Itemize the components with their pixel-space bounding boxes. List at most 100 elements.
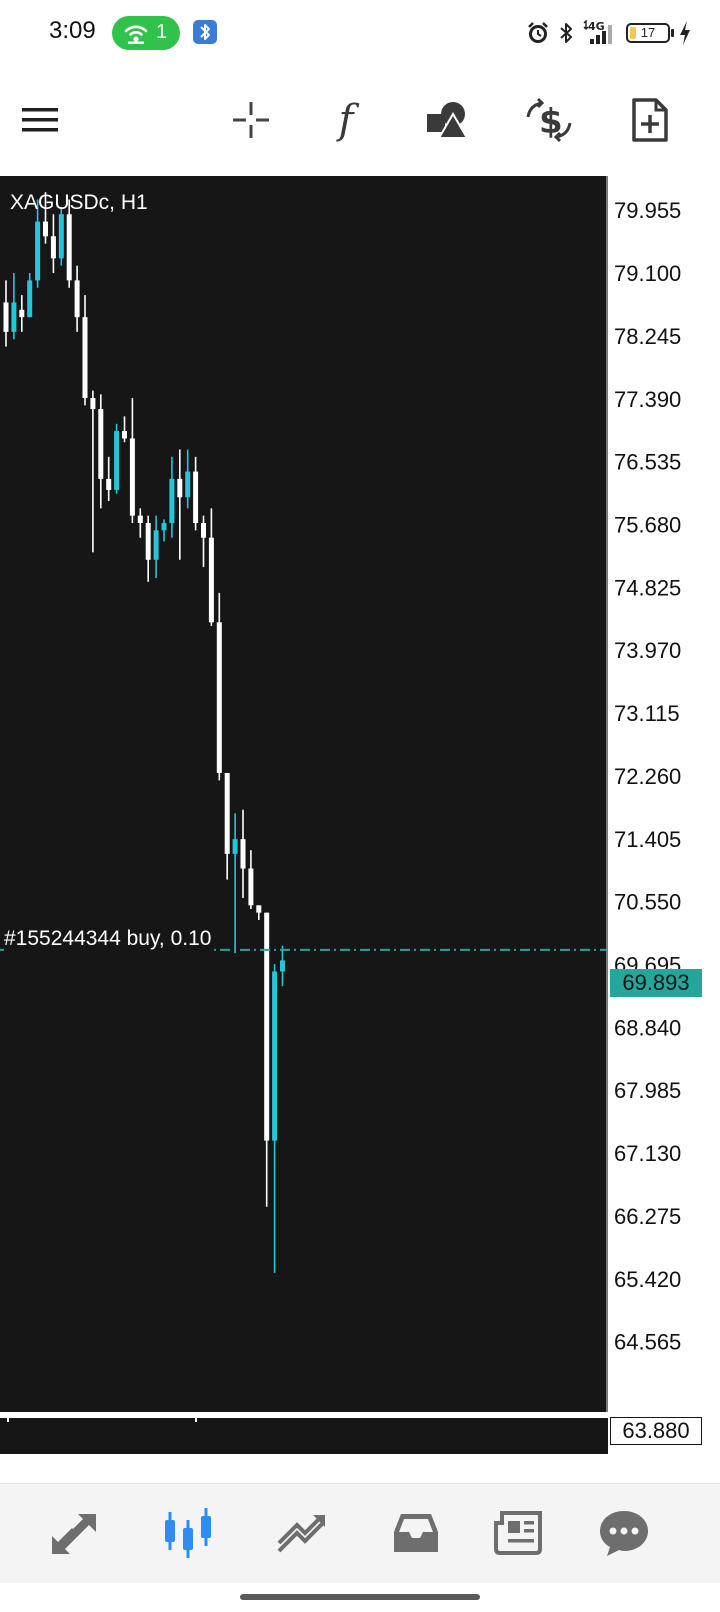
candle (264, 912, 270, 1207)
current-price-tag: 63.880 (610, 1417, 702, 1445)
nav-chat[interactable] (592, 1506, 656, 1560)
candle-body (208, 537, 214, 623)
candle-body (240, 839, 246, 869)
candle-body (90, 398, 96, 410)
charging-icon (680, 21, 690, 45)
candle (240, 809, 246, 898)
candle-body (129, 438, 135, 516)
price-axis-label: 65.420 (614, 1267, 681, 1292)
chart-canvas[interactable]: 79.955 79.100 78.245 77.390 76.535 75.680 74.8… (0, 176, 720, 1454)
candle-body (272, 971, 278, 1141)
price-axis-label: 70.550 (614, 890, 681, 915)
home-indicator[interactable] (240, 1594, 480, 1600)
signal-4g-icon: 4G (583, 20, 612, 44)
nav-chart[interactable] (156, 1506, 220, 1560)
candle-body (193, 471, 199, 524)
candle-body (50, 236, 56, 259)
candle-body (114, 431, 120, 490)
candle (224, 772, 230, 880)
hotspot-count: 1 (156, 21, 168, 43)
candle-body (122, 431, 127, 439)
candle-body (19, 309, 25, 318)
candle (19, 295, 25, 332)
candle (193, 456, 199, 531)
price-axis-label: 71.405 (614, 827, 681, 852)
candle-body (66, 214, 72, 281)
candle-body (224, 772, 230, 854)
battery-fill (630, 27, 637, 39)
nav-quotes[interactable] (42, 1506, 106, 1560)
objects-button[interactable] (420, 92, 476, 148)
trade-icon: $ (526, 97, 572, 143)
quotes-icon (52, 1514, 96, 1554)
candle (74, 265, 80, 332)
candle (248, 850, 254, 909)
menu-button[interactable] (12, 92, 68, 148)
indicators-icon: f (338, 97, 354, 143)
candle (201, 515, 206, 568)
candle-body (177, 478, 183, 498)
candle-body (256, 905, 262, 913)
candle (122, 416, 127, 443)
hotspot-indicator[interactable]: 1 (112, 16, 180, 50)
candle (137, 508, 143, 538)
price-axis-label: 73.970 (614, 638, 681, 663)
candle-body (153, 530, 159, 560)
nav-trade[interactable] (270, 1506, 334, 1560)
nav-news[interactable] (486, 1506, 550, 1560)
candle-body (280, 960, 285, 972)
candle (169, 456, 175, 538)
nav-history[interactable] (384, 1506, 448, 1560)
order-label[interactable]: #155244344 buy, 0.10 (4, 927, 214, 951)
candle-body (161, 523, 167, 531)
candle (114, 423, 120, 494)
candle (256, 905, 262, 921)
candle-body (145, 523, 151, 560)
candle (50, 214, 56, 274)
candle-body (98, 409, 104, 479)
candle (66, 199, 72, 288)
symbol-label: XAGUSDc, H1 (10, 191, 148, 214)
time-axis-label: 18 Mar 02:00 (7, 1453, 137, 1478)
candle (280, 945, 285, 987)
candle (58, 206, 64, 266)
price-axis-label: 74.825 (614, 575, 681, 600)
price-chart[interactable]: 79.955 79.100 78.245 77.390 76.535 75.680 74.8… (0, 176, 720, 1478)
candle-body (11, 302, 17, 332)
new-order-button[interactable] (622, 92, 678, 148)
svg-text:$: $ (539, 102, 563, 142)
candle (145, 515, 151, 582)
candle (27, 273, 33, 318)
candle (161, 519, 167, 542)
status-bar: 3:09 1 4G (0, 0, 720, 66)
price-axis-label: 75.680 (614, 512, 681, 537)
candle-body (264, 912, 270, 1141)
candle-body (27, 280, 33, 318)
price-axis-label: 79.100 (614, 261, 681, 286)
trade-button[interactable]: $ (521, 92, 577, 148)
hotspot-icon (124, 25, 148, 44)
candle-body (43, 221, 48, 237)
candle (216, 592, 222, 781)
price-axis-label: 67.130 (614, 1141, 681, 1166)
bluetooth-icon (560, 23, 572, 43)
candle (35, 199, 41, 288)
price-axis-divider (0, 1412, 608, 1418)
candle-body (35, 221, 41, 281)
price-axis-label: 79.955 (614, 198, 681, 223)
candle-body (74, 280, 80, 318)
time-axis-label: 19 Mar 03:00 (198, 1453, 328, 1478)
candle (90, 390, 96, 553)
candle (3, 280, 9, 347)
chart-toolbar: f $ (0, 70, 720, 170)
price-axis-label: 66.275 (614, 1204, 681, 1229)
candle-body (137, 515, 143, 524)
candle (106, 456, 112, 501)
price-axis-label: 77.390 (614, 387, 681, 412)
indicators-button[interactable]: f (318, 92, 374, 148)
crosshair-button[interactable] (223, 92, 279, 148)
candle (208, 508, 214, 626)
candle-body (201, 523, 206, 538)
order-price-tag: 69.893 (610, 969, 702, 997)
plot-area (0, 176, 608, 1412)
